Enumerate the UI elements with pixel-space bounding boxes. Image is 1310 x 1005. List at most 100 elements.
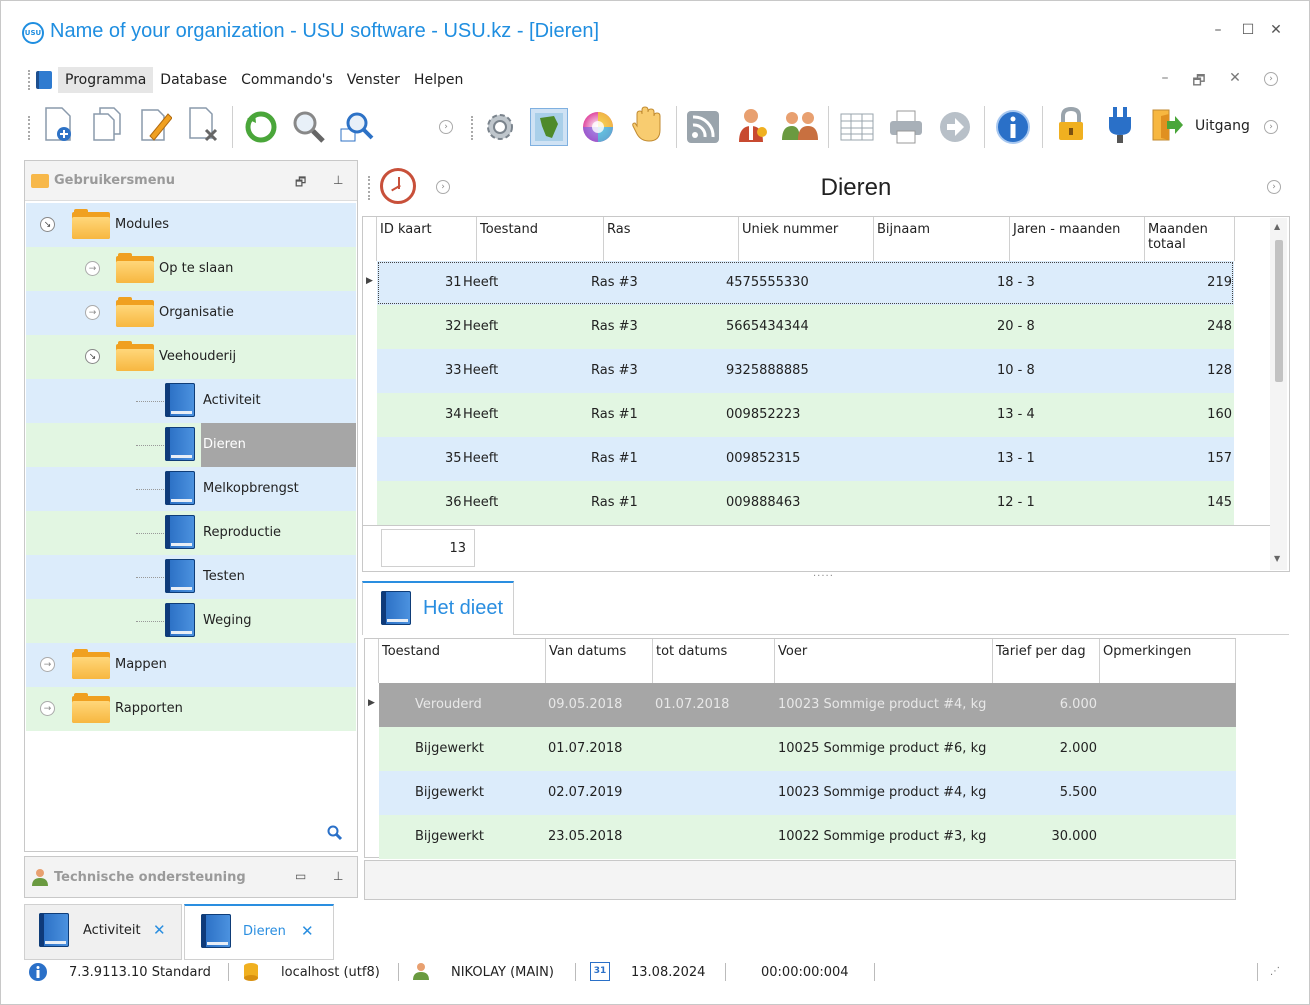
color-icon[interactable] [579, 108, 617, 146]
close-icon[interactable]: ✕ [301, 922, 314, 940]
tree-item-rapporten[interactable]: → Rapporten [26, 687, 356, 731]
tree-item-weging[interactable]: Weging [26, 599, 356, 643]
table-row[interactable]: 36 Heeft Ras #1 009888463 12 - 1 145 [377, 481, 1234, 525]
menu-overflow-icon[interactable]: › [1264, 72, 1278, 86]
toolbar-overflow-icon-2[interactable]: › [1264, 120, 1278, 134]
table-row[interactable]: Verouderd 09.05.2018 01.07.2018 10023 So… [379, 683, 1236, 727]
column-header[interactable]: Ras [604, 217, 739, 261]
forward-icon[interactable] [936, 108, 974, 146]
rss-icon[interactable] [684, 108, 722, 146]
panel-float-icon[interactable]: 🗗 [295, 175, 307, 189]
expand-icon[interactable]: → [85, 261, 100, 276]
collapse-icon[interactable]: ↘ [40, 217, 55, 232]
column-header[interactable]: Toestand [477, 217, 604, 261]
table-row[interactable]: 35 Heeft Ras #1 009852315 13 - 1 157 [377, 437, 1234, 481]
expand-icon[interactable]: → [85, 305, 100, 320]
tree-item-veehouderij[interactable]: ↘ Veehouderij [26, 335, 356, 379]
tab-het-dieet[interactable]: Het dieet [362, 581, 514, 635]
tree-item-op-te-slaan[interactable]: → Op te slaan [26, 247, 356, 291]
panel-pin-icon[interactable]: ⊥ [333, 869, 344, 883]
users-icon[interactable] [780, 106, 818, 144]
table-row[interactable]: Bijgewerkt 02.07.2019 10023 Sommige prod… [379, 771, 1236, 815]
menu-commandos[interactable]: Commando's [241, 72, 333, 88]
mdi-restore-button[interactable]: 🗗 [1192, 73, 1206, 89]
expand-icon[interactable]: → [40, 701, 55, 716]
delete-icon[interactable] [184, 106, 222, 144]
main-toolbar-grip[interactable] [368, 176, 371, 200]
exit-icon[interactable] [1148, 106, 1186, 144]
tree-item-organisatie[interactable]: → Organisatie [26, 291, 356, 335]
mdi-close-button[interactable]: ✕ [1229, 70, 1241, 86]
main-toolbar-overflow-icon[interactable]: › [436, 180, 450, 194]
resize-grip-icon[interactable]: ⋰ [1270, 966, 1280, 977]
menu-programma[interactable]: Programma [58, 67, 154, 93]
search-icon[interactable] [290, 108, 328, 146]
support-panel[interactable]: Technische ondersteuning ▭ ⊥ [24, 856, 358, 898]
table-row[interactable]: Bijgewerkt 01.07.2018 10025 Sommige prod… [379, 727, 1236, 771]
menu-helpen[interactable]: Helpen [413, 72, 464, 88]
column-header[interactable]: ID kaart [377, 217, 477, 261]
tree-item-activiteit[interactable]: Activiteit [26, 379, 356, 423]
map-icon[interactable] [530, 108, 568, 146]
column-header[interactable]: Maanden totaal [1145, 217, 1235, 261]
copy-icon[interactable] [88, 106, 126, 144]
window-minimize-button[interactable]: – [1214, 22, 1222, 38]
print-icon[interactable] [887, 108, 925, 146]
column-header[interactable]: Van datums [546, 639, 653, 683]
window-close-button[interactable]: ✕ [1270, 22, 1282, 38]
menu-database[interactable]: Database [160, 72, 228, 88]
toolbar-grip[interactable] [28, 116, 31, 140]
column-header[interactable]: Opmerkingen [1100, 639, 1236, 683]
panel-pin-icon[interactable]: ⊥ [333, 173, 344, 187]
column-header[interactable]: Toestand [379, 639, 546, 683]
history-clock-icon[interactable] [380, 168, 416, 204]
menu-grip[interactable] [28, 70, 32, 90]
column-header[interactable]: Uniek nummer [739, 217, 874, 261]
tree-item-melkopbrengst[interactable]: Melkopbrengst [26, 467, 356, 511]
scroll-down-icon[interactable]: ▼ [1274, 554, 1281, 563]
collapse-icon[interactable]: ↘ [85, 349, 100, 364]
main-overflow-icon[interactable]: › [1267, 180, 1281, 194]
column-header[interactable]: Bijnaam [874, 217, 1010, 261]
advanced-search-icon[interactable] [338, 108, 376, 146]
edit-icon[interactable] [136, 106, 174, 144]
doc-tab-activiteit[interactable]: Activiteit ✕ [24, 904, 182, 960]
user-key-icon[interactable] [734, 106, 772, 144]
toolbar-overflow-icon[interactable]: › [439, 120, 453, 134]
table-icon[interactable] [838, 108, 876, 146]
settings-icon[interactable] [481, 108, 519, 146]
splitter-handle[interactable]: ····· [813, 571, 834, 582]
doc-tab-dieren[interactable]: Dieren ✕ [184, 904, 334, 960]
refresh-icon[interactable] [242, 108, 280, 146]
lock-icon[interactable] [1052, 106, 1090, 144]
table-row[interactable]: 33 Heeft Ras #3 9325888885 10 - 8 128 [377, 349, 1234, 393]
tree-item-mappen[interactable]: → Mappen [26, 643, 356, 687]
column-header[interactable]: tot datums [653, 639, 775, 683]
exit-label[interactable]: Uitgang [1195, 118, 1250, 134]
column-header[interactable]: Tarief per dag [993, 639, 1100, 683]
grid-vertical-scrollbar[interactable]: ▲ ▼ [1270, 218, 1287, 570]
column-header[interactable]: Voer [775, 639, 993, 683]
info-icon[interactable] [994, 108, 1032, 146]
sidebar-search-icon[interactable] [327, 825, 343, 841]
toolbar-grip-2[interactable] [471, 116, 474, 140]
mdi-minimize-button[interactable]: – [1161, 70, 1169, 86]
table-row[interactable]: 32 Heeft Ras #3 5665434344 20 - 8 248 [377, 305, 1234, 349]
panel-restore-icon[interactable]: ▭ [295, 869, 307, 883]
plug-icon[interactable] [1101, 106, 1139, 144]
expand-icon[interactable]: → [40, 657, 55, 672]
tree-item-modules[interactable]: ↘ Modules [26, 203, 356, 247]
menu-venster[interactable]: Venster [346, 72, 400, 88]
window-maximize-button[interactable]: ☐ [1241, 22, 1255, 38]
scroll-thumb[interactable] [1275, 240, 1283, 382]
tree-item-dieren[interactable]: Dieren [26, 423, 356, 467]
tree-item-reproductie[interactable]: Reproductie [26, 511, 356, 555]
new-icon[interactable] [40, 106, 78, 144]
scroll-up-icon[interactable]: ▲ [1274, 222, 1281, 231]
close-icon[interactable]: ✕ [153, 921, 166, 939]
column-header[interactable]: Jaren - maanden [1010, 217, 1145, 261]
table-row[interactable]: 34 Heeft Ras #1 009852223 13 - 4 160 [377, 393, 1234, 437]
table-row[interactable]: Bijgewerkt 23.05.2018 10022 Sommige prod… [379, 815, 1236, 859]
table-row[interactable]: 31 Heeft Ras #3 4575555330 18 - 3 219 [377, 261, 1234, 305]
hand-icon[interactable] [628, 106, 666, 144]
